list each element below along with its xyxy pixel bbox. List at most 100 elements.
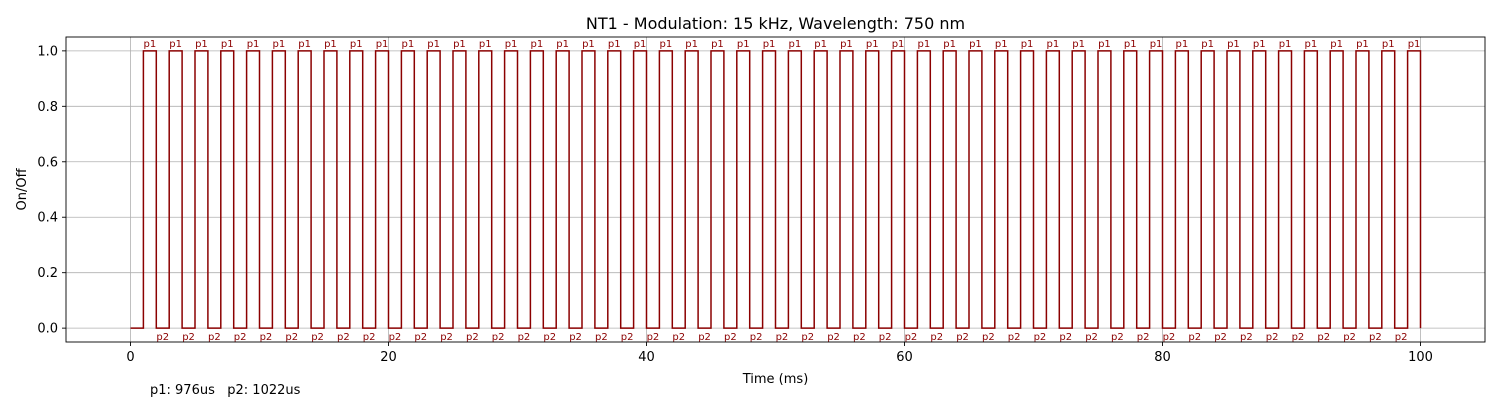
pulse-label-p2: p2 (156, 332, 169, 343)
pulse-label-p1: p1 (1098, 39, 1111, 50)
pulse-label-p1: p1 (1356, 39, 1369, 50)
pulse-label-p1: p1 (969, 39, 982, 50)
pulse-label-p2: p2 (234, 332, 247, 343)
pulse-label-p1: p1 (763, 39, 776, 50)
pulse-label-p1: p1 (1046, 39, 1059, 50)
y-tick-label: 0.8 (37, 100, 58, 115)
pulse-label-p1: p1 (324, 39, 337, 50)
pulse-label-p1: p1 (814, 39, 827, 50)
pulse-label-p2: p2 (543, 332, 556, 343)
pulse-label-p2: p2 (982, 332, 995, 343)
pulse-label-p2: p2 (1395, 332, 1408, 343)
pulse-label-p2: p2 (595, 332, 608, 343)
pulse-label-p1: p1 (1408, 39, 1421, 50)
pulse-label-p2: p2 (569, 332, 582, 343)
pulse-label-p2: p2 (776, 332, 789, 343)
pulse-label-p2: p2 (672, 332, 685, 343)
pulse-label-p1: p1 (376, 39, 389, 50)
pulse-label-p1: p1 (195, 39, 208, 50)
pulse-label-p1: p1 (1279, 39, 1292, 50)
pulse-label-p1: p1 (1227, 39, 1240, 50)
pulse-label-p2: p2 (440, 332, 453, 343)
pulse-label-p2: p2 (801, 332, 814, 343)
pulse-label-p1: p1 (247, 39, 260, 50)
pulse-label-p1: p1 (1021, 39, 1034, 50)
pulse-label-p1: p1 (453, 39, 466, 50)
pulse-label-p1: p1 (1175, 39, 1188, 50)
pulse-label-p1: p1 (401, 39, 414, 50)
pulse-label-p1: p1 (582, 39, 595, 50)
pulse-label-p2: p2 (311, 332, 324, 343)
plot-frame (65, 36, 1486, 343)
pulse-label-p1: p1 (634, 39, 647, 50)
pulse-label-p1: p1 (1382, 39, 1395, 50)
pulse-label-p2: p2 (698, 332, 711, 343)
pulse-duration-footnote: p1: 976us p2: 1022us (150, 383, 301, 398)
pulse-label-p2: p2 (905, 332, 918, 343)
x-tick-label: 0 (126, 350, 134, 365)
pulse-label-p2: p2 (724, 332, 737, 343)
pulse-label-p1: p1 (1124, 39, 1137, 50)
pulse-label-p1: p1 (298, 39, 311, 50)
pulse-label-p2: p2 (182, 332, 195, 343)
y-tick-label: 1.0 (37, 44, 58, 59)
pulse-label-p2: p2 (1059, 332, 1072, 343)
pulse-label-p2: p2 (853, 332, 866, 343)
pulse-label-p2: p2 (1369, 332, 1382, 343)
pulse-label-p1: p1 (272, 39, 285, 50)
pulse-label-p1: p1 (479, 39, 492, 50)
pulse-label-p1: p1 (685, 39, 698, 50)
pulse-label-p2: p2 (363, 332, 376, 343)
x-tick-label: 80 (1154, 350, 1171, 365)
pulse-label-p2: p2 (827, 332, 840, 343)
pulse-label-p2: p2 (750, 332, 763, 343)
pulse-label-p2: p2 (1240, 332, 1253, 343)
pulse-label-p1: p1 (1253, 39, 1266, 50)
pulse-label-p1: p1 (350, 39, 363, 50)
pulse-label-p2: p2 (389, 332, 402, 343)
pulse-label-p2: p2 (337, 332, 350, 343)
pulse-label-p2: p2 (1085, 332, 1098, 343)
pulse-label-p2: p2 (647, 332, 660, 343)
pulse-label-p2: p2 (956, 332, 969, 343)
pulse-label-p2: p2 (1214, 332, 1227, 343)
pulse-label-p1: p1 (1072, 39, 1085, 50)
x-tick-label: 60 (896, 350, 913, 365)
pulse-label-p2: p2 (1008, 332, 1021, 343)
pulse-label-p1: p1 (659, 39, 672, 50)
pulse-label-p1: p1 (143, 39, 156, 50)
x-tick-label: 40 (638, 350, 655, 365)
y-tick-label: 0.6 (37, 155, 58, 170)
pulse-label-p2: p2 (208, 332, 221, 343)
x-tick-label: 100 (1408, 350, 1433, 365)
pulse-label-p2: p2 (1317, 332, 1330, 343)
y-tick-label: 0.0 (37, 322, 58, 337)
pulse-label-p1: p1 (892, 39, 905, 50)
pulse-label-p1: p1 (1150, 39, 1163, 50)
pulse-label-p2: p2 (1137, 332, 1150, 343)
pulse-label-p2: p2 (466, 332, 479, 343)
pulse-label-p1: p1 (556, 39, 569, 50)
pulse-label-p1: p1 (1304, 39, 1317, 50)
x-tick-label: 20 (380, 350, 397, 365)
pulse-label-p1: p1 (943, 39, 956, 50)
pulse-label-p2: p2 (414, 332, 427, 343)
pulse-label-p2: p2 (1163, 332, 1176, 343)
pulse-label-p1: p1 (917, 39, 930, 50)
pulse-label-p2: p2 (260, 332, 273, 343)
pulse-label-p1: p1 (788, 39, 801, 50)
pulse-label-p2: p2 (879, 332, 892, 343)
signal-line (130, 50, 1422, 329)
pulse-label-p1: p1 (1330, 39, 1343, 50)
y-tick-label: 0.2 (37, 266, 58, 281)
pulse-label-p1: p1 (505, 39, 518, 50)
pulse-label-p2: p2 (1292, 332, 1305, 343)
pulse-label-p2: p2 (285, 332, 298, 343)
pulse-label-p2: p2 (518, 332, 531, 343)
y-tick-label: 0.4 (37, 211, 58, 226)
pulse-label-p1: p1 (169, 39, 182, 50)
pulse-label-p2: p2 (492, 332, 505, 343)
pulse-label-p1: p1 (1201, 39, 1214, 50)
x-axis-label: Time (ms) (742, 372, 809, 387)
pulse-label-p1: p1 (866, 39, 879, 50)
